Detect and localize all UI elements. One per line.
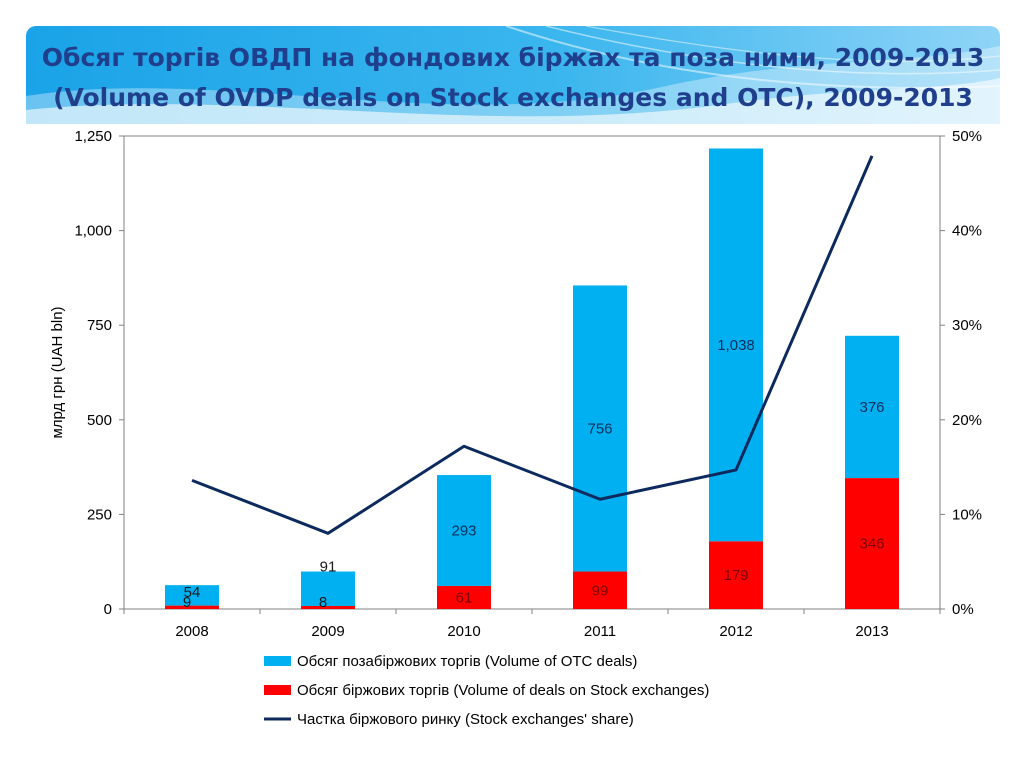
title-line-2: (Volume of OVDP deals on Stock exchanges… [53,83,973,112]
data-label-otc: 376 [859,399,884,416]
title-line-1: Обсяг торгів ОВДП на фондових біржах та … [41,43,985,72]
y2-axis-tick-label: 0% [952,601,974,618]
plot-area-frame [123,135,941,610]
y-axis-tick-label: 250 [87,506,112,523]
x-axis-tick-label: 2012 [719,623,752,640]
data-label-stock: 99 [592,582,609,599]
bar-otc [573,285,627,572]
x-axis-tick-label: 2013 [855,623,888,640]
x-axis-tick-label: 2008 [175,623,208,640]
legend-swatch [264,685,291,695]
y2-axis-tick-label: 50% [952,128,982,145]
legend-entry-label: Частка біржового ринку (Stock exchanges'… [297,711,634,728]
data-label-stock: 61 [456,589,473,606]
x-axis-tick-label: 2010 [447,623,480,640]
bar-stock-exchange [845,478,899,609]
y-axis-tick-label: 500 [87,412,112,429]
data-label-stock: 179 [723,567,748,584]
bar-stock-exchange [437,585,491,609]
bar-otc [301,571,355,606]
header-band [26,26,1000,124]
y-axis-title: млрд грн (UAH bln) [49,306,66,438]
data-label-otc: 756 [587,421,612,438]
x-axis-tick-label: 2009 [311,623,344,640]
bar-otc [437,475,491,586]
header-wave-graphic [26,26,1000,124]
y2-axis-tick-label: 40% [952,223,982,240]
data-label-stock: 8 [319,594,327,611]
y2-axis-tick-label: 30% [952,317,982,334]
data-label-otc: 293 [451,522,476,539]
y-axis-tick-label: 0 [104,601,112,618]
y-axis-tick-label: 750 [87,317,112,334]
y-axis-tick-label: 1,000 [74,223,112,240]
y-axis-tick-label: 1,250 [74,128,112,145]
bar-stock-exchange [301,605,355,609]
bar-stock-exchange [573,571,627,609]
bar-otc [165,585,219,606]
data-label-otc: 91 [320,559,337,576]
legend-swatch [264,656,291,666]
line-stock-share [191,155,874,535]
data-label-otc: 1,038 [717,337,755,354]
slide-title: Обсяг торгів ОВДП на фондових біржах та … [26,38,1000,118]
x-axis-tick-label: 2011 [584,623,616,640]
y2-axis-tick-label: 10% [952,506,982,523]
legend-entry-label: Обсяг позабіржових торгів (Volume of OTC… [297,653,637,670]
legend-entry-label: Обсяг біржових торгів (Volume of deals o… [297,682,709,699]
data-label-stock: 346 [859,536,884,553]
bar-otc [709,148,763,542]
y2-axis-tick-label: 20% [952,412,982,429]
bar-otc [845,335,899,479]
data-label-stock: 9 [183,594,191,611]
bar-stock-exchange [709,541,763,609]
data-label-otc: 54 [184,584,201,601]
bar-stock-exchange [165,605,219,609]
